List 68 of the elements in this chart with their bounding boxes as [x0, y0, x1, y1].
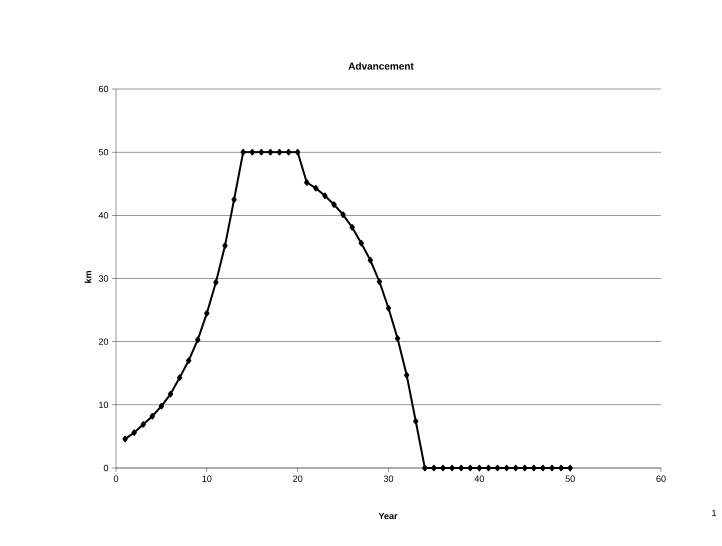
point: [522, 464, 528, 472]
point: [394, 335, 400, 342]
point: [413, 418, 418, 424]
point: [568, 464, 573, 472]
point: [276, 148, 282, 156]
y-tick-label: 30: [98, 275, 108, 282]
point: [222, 242, 228, 249]
point: [486, 464, 492, 472]
point: [350, 224, 355, 231]
y-tick-label: 40: [98, 212, 108, 219]
x-axis-title: Year: [378, 512, 398, 520]
point: [422, 464, 428, 472]
point: [549, 464, 555, 472]
point: [458, 464, 464, 472]
y-tick-label: 0: [104, 464, 108, 472]
point: [195, 336, 200, 343]
point: [213, 279, 219, 286]
y-tick-label: 20: [98, 338, 108, 345]
point: [231, 196, 237, 203]
chart-title: Advancement: [348, 62, 414, 70]
y-tick-label: 10: [99, 402, 108, 408]
point: [513, 464, 518, 472]
point: [295, 148, 300, 156]
point: [340, 212, 346, 218]
point: [186, 357, 192, 364]
point: [386, 304, 392, 312]
point: [250, 148, 255, 156]
point: [322, 192, 328, 199]
point: [431, 464, 437, 472]
point: [168, 390, 174, 398]
point: [531, 464, 536, 472]
point: [331, 201, 337, 208]
point: [240, 148, 246, 156]
y-axis-title: km: [84, 271, 92, 283]
point: [268, 148, 274, 156]
point: [304, 179, 310, 186]
point: [286, 148, 292, 156]
x-tick-label: 30: [384, 476, 394, 482]
point: [468, 464, 473, 472]
point: [376, 278, 382, 285]
point: [494, 464, 500, 472]
point: [404, 372, 410, 378]
x-tick-label: 0: [114, 476, 118, 482]
x-tick-label: 20: [293, 476, 302, 482]
x-tick-label: 40: [474, 476, 484, 482]
point: [558, 464, 564, 472]
point: [140, 421, 146, 428]
point: [440, 464, 446, 472]
text: 1: [712, 510, 716, 516]
x-tick-label: 10: [202, 476, 212, 482]
point: [122, 436, 128, 442]
x-tick-label: 50: [566, 476, 575, 482]
point: [504, 464, 510, 472]
y-tick-label: 60: [98, 86, 108, 92]
point: [368, 256, 373, 264]
point: [258, 148, 264, 156]
point: [358, 240, 364, 246]
point: [313, 184, 318, 192]
point: [476, 464, 482, 472]
point: [540, 464, 546, 472]
x-tick-label: 60: [656, 476, 666, 482]
y-tick-label: 50: [98, 148, 108, 156]
point: [132, 429, 137, 436]
point: [449, 464, 455, 472]
point: [204, 310, 210, 316]
point: [158, 402, 164, 410]
point: [176, 374, 182, 381]
point: [150, 413, 155, 420]
